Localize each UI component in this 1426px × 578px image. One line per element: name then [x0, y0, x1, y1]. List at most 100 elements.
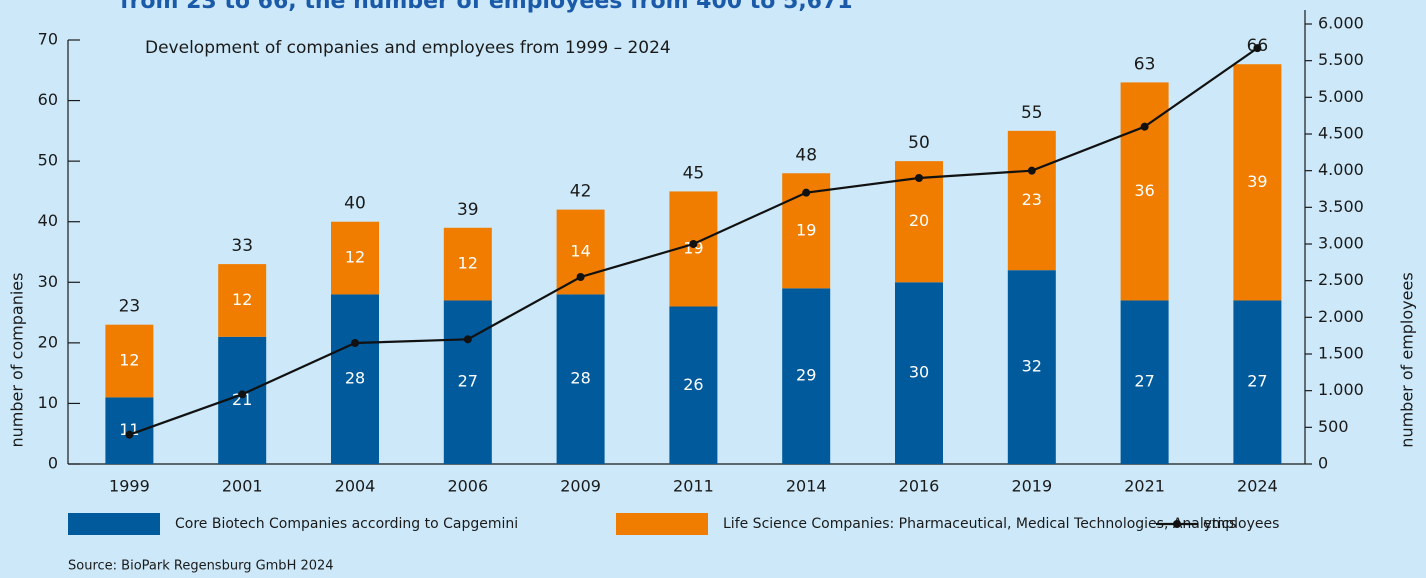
legend-dot: [1173, 520, 1181, 528]
legend-swatch: [68, 513, 160, 535]
x-tick-label: 2001: [222, 477, 263, 496]
bar-segment: [1007, 270, 1056, 464]
segment-label: 11: [119, 420, 139, 439]
y2-tick-label: 5.000: [1318, 87, 1364, 106]
y-tick-label: 0: [48, 454, 58, 473]
bar-segment: [895, 282, 943, 464]
x-tick-label: 2021: [1124, 477, 1165, 496]
segment-label: 30: [909, 363, 929, 382]
y2-tick-label: 2.000: [1318, 307, 1364, 326]
total-label: 48: [795, 145, 817, 165]
total-label: 45: [683, 163, 705, 183]
bar-segment: [218, 264, 267, 337]
y-tick-label: 60: [38, 90, 58, 109]
employees-point: [125, 430, 134, 439]
segment-label: 27: [458, 372, 478, 391]
total-label: 23: [119, 297, 141, 317]
total-label: 39: [457, 200, 479, 220]
x-tick-label: 2011: [673, 477, 714, 496]
segment-label: 20: [909, 211, 929, 230]
segment-label: 23: [1022, 190, 1042, 209]
y2-axis-label: number of employees: [1398, 272, 1417, 447]
bar-segment: [669, 306, 718, 464]
total-label: 63: [1134, 54, 1156, 74]
employees-point: [351, 339, 359, 347]
y-tick-label: 40: [38, 211, 58, 230]
y2-tick-label: 1.000: [1318, 380, 1364, 399]
chart-title: from 23 to 66, the number of employees f…: [120, 0, 853, 14]
bar-segment: [331, 294, 379, 464]
segment-label: 12: [119, 351, 139, 370]
y2-tick-label: 6.000: [1318, 14, 1364, 33]
total-label: 42: [570, 182, 592, 202]
y-tick-label: 20: [38, 332, 58, 351]
y2-tick-label: 4.000: [1318, 160, 1364, 179]
employees-point: [915, 174, 923, 182]
bar-segment: [1120, 82, 1169, 301]
legend-swatch: [616, 513, 708, 535]
bar-segment: [556, 294, 605, 464]
y-tick-label: 10: [38, 393, 58, 412]
segment-label: 26: [683, 375, 703, 394]
segment-label: 12: [458, 254, 478, 273]
chart-subtitle: Development of companies and employees f…: [145, 38, 671, 58]
segment-label: 21: [232, 390, 252, 409]
x-tick-label: 2019: [1011, 477, 1052, 496]
segment-label: 27: [1134, 372, 1154, 391]
segment-label: 12: [232, 290, 252, 309]
y2-tick-label: 500: [1318, 417, 1349, 436]
y2-tick-label: 3.000: [1318, 234, 1364, 253]
x-tick-label: 2009: [560, 477, 601, 496]
segment-label: 39: [1247, 172, 1267, 191]
bar-segment: [1007, 130, 1056, 271]
x-tick-label: 2006: [447, 477, 488, 496]
legend-label: Life Science Companies: Pharmaceutical, …: [723, 516, 1236, 532]
x-tick-label: 2014: [786, 477, 827, 496]
y2-tick-label: 5.500: [1318, 50, 1364, 69]
y-tick-label: 30: [38, 272, 58, 291]
bar-segment: [443, 300, 492, 464]
employees-point: [1253, 44, 1262, 53]
x-tick-label: 2016: [899, 477, 940, 496]
y-tick-label: 70: [38, 30, 58, 49]
x-tick-label: 2024: [1237, 477, 1278, 496]
segment-label: 12: [345, 248, 365, 267]
bar-segment: [105, 324, 154, 398]
x-tick-label: 1999: [109, 477, 150, 496]
bar-segment: [443, 227, 492, 301]
legend-label: Core Biotech Companies according to Capg…: [175, 516, 518, 532]
x-tick-label: 2004: [335, 477, 376, 496]
segment-label: 29: [796, 366, 816, 385]
y-tick-label: 50: [38, 151, 58, 170]
segment-label: 19: [796, 220, 816, 239]
segment-label: 32: [1022, 357, 1042, 376]
employees-point: [576, 273, 585, 281]
source: Source: BioPark Regensburg GmbH 2024: [68, 559, 334, 574]
total-label: 40: [344, 194, 366, 214]
bar-segment: [1233, 64, 1282, 301]
y2-tick-label: 3.500: [1318, 197, 1364, 216]
legend-label: employees: [1203, 516, 1279, 532]
y2-tick-label: 0: [1318, 454, 1328, 473]
bar-segment: [1233, 300, 1282, 464]
segment-label: 28: [570, 369, 590, 388]
bar-segment: [1120, 300, 1169, 464]
bar-segment: [331, 221, 379, 295]
y-axis-label: number of companies: [8, 273, 27, 448]
employees-point: [1140, 122, 1149, 131]
employees-point: [1027, 166, 1036, 175]
employees-point: [463, 335, 472, 344]
segment-label: 27: [1247, 372, 1267, 391]
total-label: 33: [231, 236, 253, 256]
total-label: 55: [1021, 103, 1043, 123]
employees-point: [802, 188, 811, 197]
y2-tick-label: 4.500: [1318, 124, 1364, 143]
segment-label: 14: [570, 242, 590, 261]
bar-segment: [782, 288, 831, 464]
total-label: 50: [908, 133, 930, 153]
segment-label: 36: [1134, 181, 1154, 200]
y2-tick-label: 1.500: [1318, 344, 1364, 363]
employees-point: [689, 240, 698, 248]
employees-point: [238, 390, 247, 399]
